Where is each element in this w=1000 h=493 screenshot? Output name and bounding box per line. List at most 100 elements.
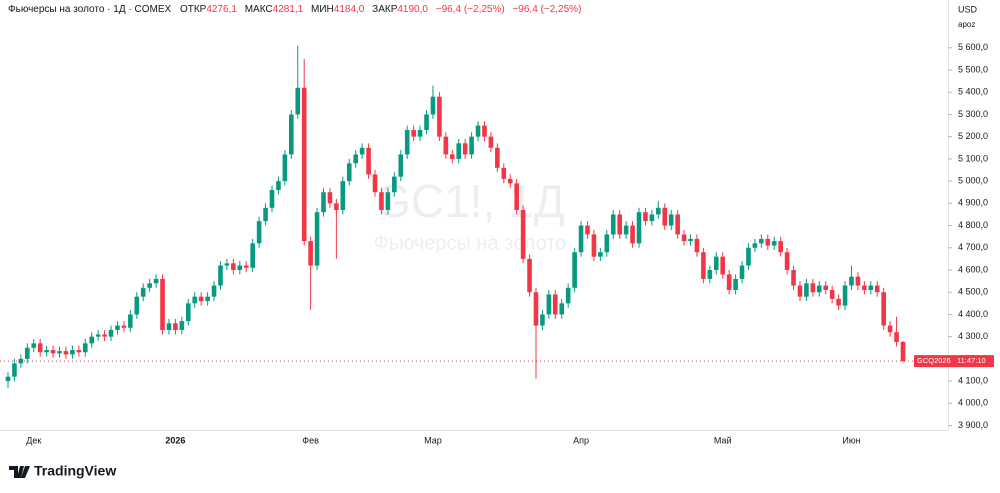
candle-body [301, 87, 307, 242]
candle-body [314, 212, 320, 266]
candle-body [295, 87, 301, 115]
candle-body [462, 143, 468, 155]
candle-body [321, 192, 326, 213]
candle-body [533, 292, 539, 326]
price-tag-box [914, 355, 994, 368]
x-tick-label: Фев [302, 435, 319, 445]
candle-body [417, 130, 423, 137]
candle-body [31, 343, 37, 348]
candle-body [392, 176, 397, 193]
candle-body [604, 234, 610, 253]
candle-body [57, 351, 62, 354]
candle-body [507, 178, 513, 184]
logo-mark [9, 466, 30, 478]
candle-body [289, 114, 294, 155]
y-tick-label: 5 200,0 [958, 131, 988, 141]
candle-body [713, 256, 719, 270]
candle-body [546, 294, 552, 315]
candle-body [527, 258, 532, 293]
high-value: 4281,1 [272, 4, 304, 15]
candle-body [12, 363, 17, 377]
y-tick-label: 4 400,0 [958, 309, 988, 319]
candle-body [720, 256, 726, 275]
candle-body [166, 323, 172, 330]
candle-body [346, 163, 352, 182]
y-tick-label: 5 000,0 [958, 175, 988, 185]
candle-body [733, 278, 738, 290]
candle-body [643, 212, 648, 222]
candle-body [63, 351, 69, 355]
candle-body [630, 225, 635, 244]
candle-body [160, 278, 165, 330]
candle-body [76, 350, 82, 353]
candle-body [263, 207, 268, 222]
candle-body [308, 241, 313, 266]
candle-body [276, 181, 281, 190]
candle-body [231, 263, 236, 270]
candle-body [791, 270, 796, 286]
close-value: 4190,0 [397, 4, 428, 15]
candle-body [675, 214, 680, 235]
candle-body [617, 214, 622, 235]
candle-body [70, 350, 75, 355]
candle-body [765, 238, 771, 246]
candle-body [44, 350, 49, 353]
candle-body [218, 265, 223, 286]
legend: Фьючерсы на золото · 1Д · COMEX ОТКР4276… [8, 4, 586, 15]
candle-body [250, 243, 255, 268]
x-tick-label: Дек [26, 435, 41, 445]
price-tag-time: 11:47:10 [957, 356, 986, 365]
candle-body [842, 285, 848, 306]
candle-body [372, 174, 378, 193]
candle-body [810, 283, 816, 293]
low-value: 4184,0 [333, 4, 365, 15]
candle-body [353, 154, 358, 164]
y-tick-label: 4 500,0 [958, 287, 988, 297]
candle-body [636, 212, 642, 244]
candle-body [707, 270, 713, 279]
candle-body [823, 285, 829, 290]
y-tick-label: 5 500,0 [958, 64, 988, 74]
candle-body [771, 241, 777, 246]
candle-body [578, 225, 584, 253]
candle-body [868, 285, 874, 290]
candle-body [443, 136, 449, 155]
candle-body [881, 292, 886, 326]
low-label: МИН [311, 4, 334, 15]
candle-body [849, 276, 854, 286]
candle-body [591, 234, 597, 257]
candle-body [134, 296, 140, 315]
candle-body [37, 343, 43, 353]
candle-body [681, 234, 687, 242]
price-tag-symbol: GCQ2026 [917, 356, 951, 365]
candle-body [140, 287, 146, 297]
candle-body [424, 114, 429, 130]
y-tick-label: 5 100,0 [958, 153, 988, 163]
open-value: 4276,1 [206, 4, 237, 15]
candle-body [456, 143, 462, 159]
candle-body [559, 303, 565, 315]
close-label: ЗАКР [372, 4, 398, 15]
brand: TradingView [34, 463, 116, 479]
candle-body [95, 334, 101, 337]
candle-body [797, 285, 803, 297]
candle-body [688, 238, 693, 242]
y-tick-label: 3 900,0 [958, 420, 988, 430]
y-tick-label: 4 300,0 [958, 331, 988, 341]
high-label: МАКС [244, 4, 273, 15]
y-tick-label: 4 900,0 [958, 198, 988, 208]
x-tick-label: Мар [424, 435, 442, 445]
candle-body [153, 278, 159, 284]
candle-body [804, 283, 809, 297]
watermark-symbol: GC1!, 1Д [375, 175, 565, 227]
candle-body [411, 130, 416, 137]
change: −96,4 (−2,25%) [435, 4, 505, 15]
candle-body [469, 136, 474, 155]
candle-body [874, 285, 880, 293]
candle-body [900, 341, 906, 362]
candle-body [121, 325, 127, 328]
candle-body [739, 265, 745, 279]
candle-body [50, 350, 56, 354]
